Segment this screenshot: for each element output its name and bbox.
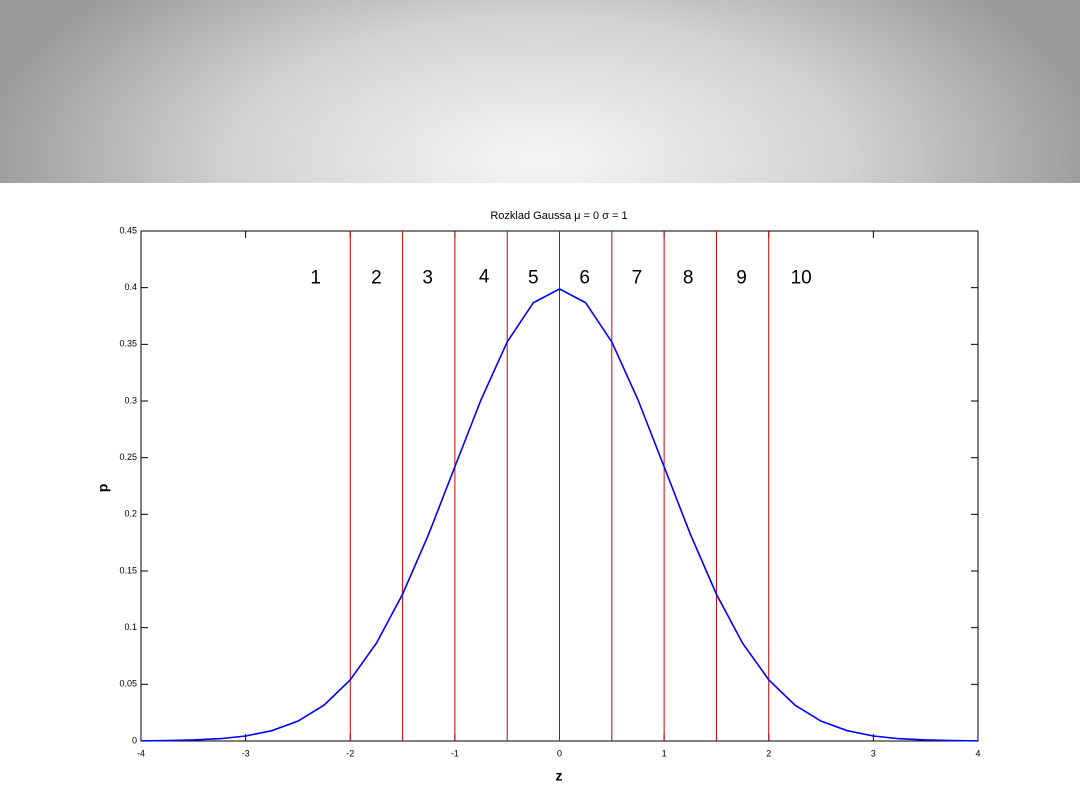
region-label: 1 <box>310 268 321 289</box>
x-tick-label: -2 <box>346 748 354 758</box>
region-label: 3 <box>422 268 433 289</box>
y-tick-label: 0.1 <box>124 622 137 632</box>
region-label: 2 <box>371 268 382 289</box>
slide-banner <box>0 0 1080 183</box>
region-label: 5 <box>528 268 539 289</box>
x-tick-label: 0 <box>557 748 562 758</box>
region-label: 8 <box>683 268 694 289</box>
y-tick-label: 0.3 <box>124 395 137 405</box>
y-tick-label: 0.35 <box>119 339 137 349</box>
y-tick-label: 0.2 <box>124 509 137 519</box>
x-tick-label: 1 <box>662 748 667 758</box>
y-tick-label: 0 <box>132 735 137 745</box>
y-axis-label: p <box>95 484 111 493</box>
region-label: 6 <box>579 268 590 289</box>
y-tick-label: 0.25 <box>119 452 137 462</box>
region-label: 10 <box>791 268 812 289</box>
x-tick-label: -1 <box>451 748 459 758</box>
region-label: 7 <box>632 268 643 289</box>
y-tick-label: 0.4 <box>124 282 137 292</box>
region-label: 4 <box>479 266 490 287</box>
y-tick-label: 0.45 <box>119 225 137 235</box>
y-tick-label: 0.05 <box>119 679 137 689</box>
x-tick-label: -3 <box>242 748 250 758</box>
data-line <box>140 288 979 742</box>
y-tick-label: 0.15 <box>119 565 137 575</box>
x-axis-label: z <box>556 768 563 784</box>
chart-title: Rozklad Gaussa μ = 0 σ = 1 <box>490 210 627 222</box>
x-tick-label: 3 <box>871 748 876 758</box>
region-label: 9 <box>736 268 747 289</box>
x-tick-label: -4 <box>137 748 145 758</box>
x-tick-label: 2 <box>766 748 771 758</box>
x-tick-label: 4 <box>975 748 980 758</box>
